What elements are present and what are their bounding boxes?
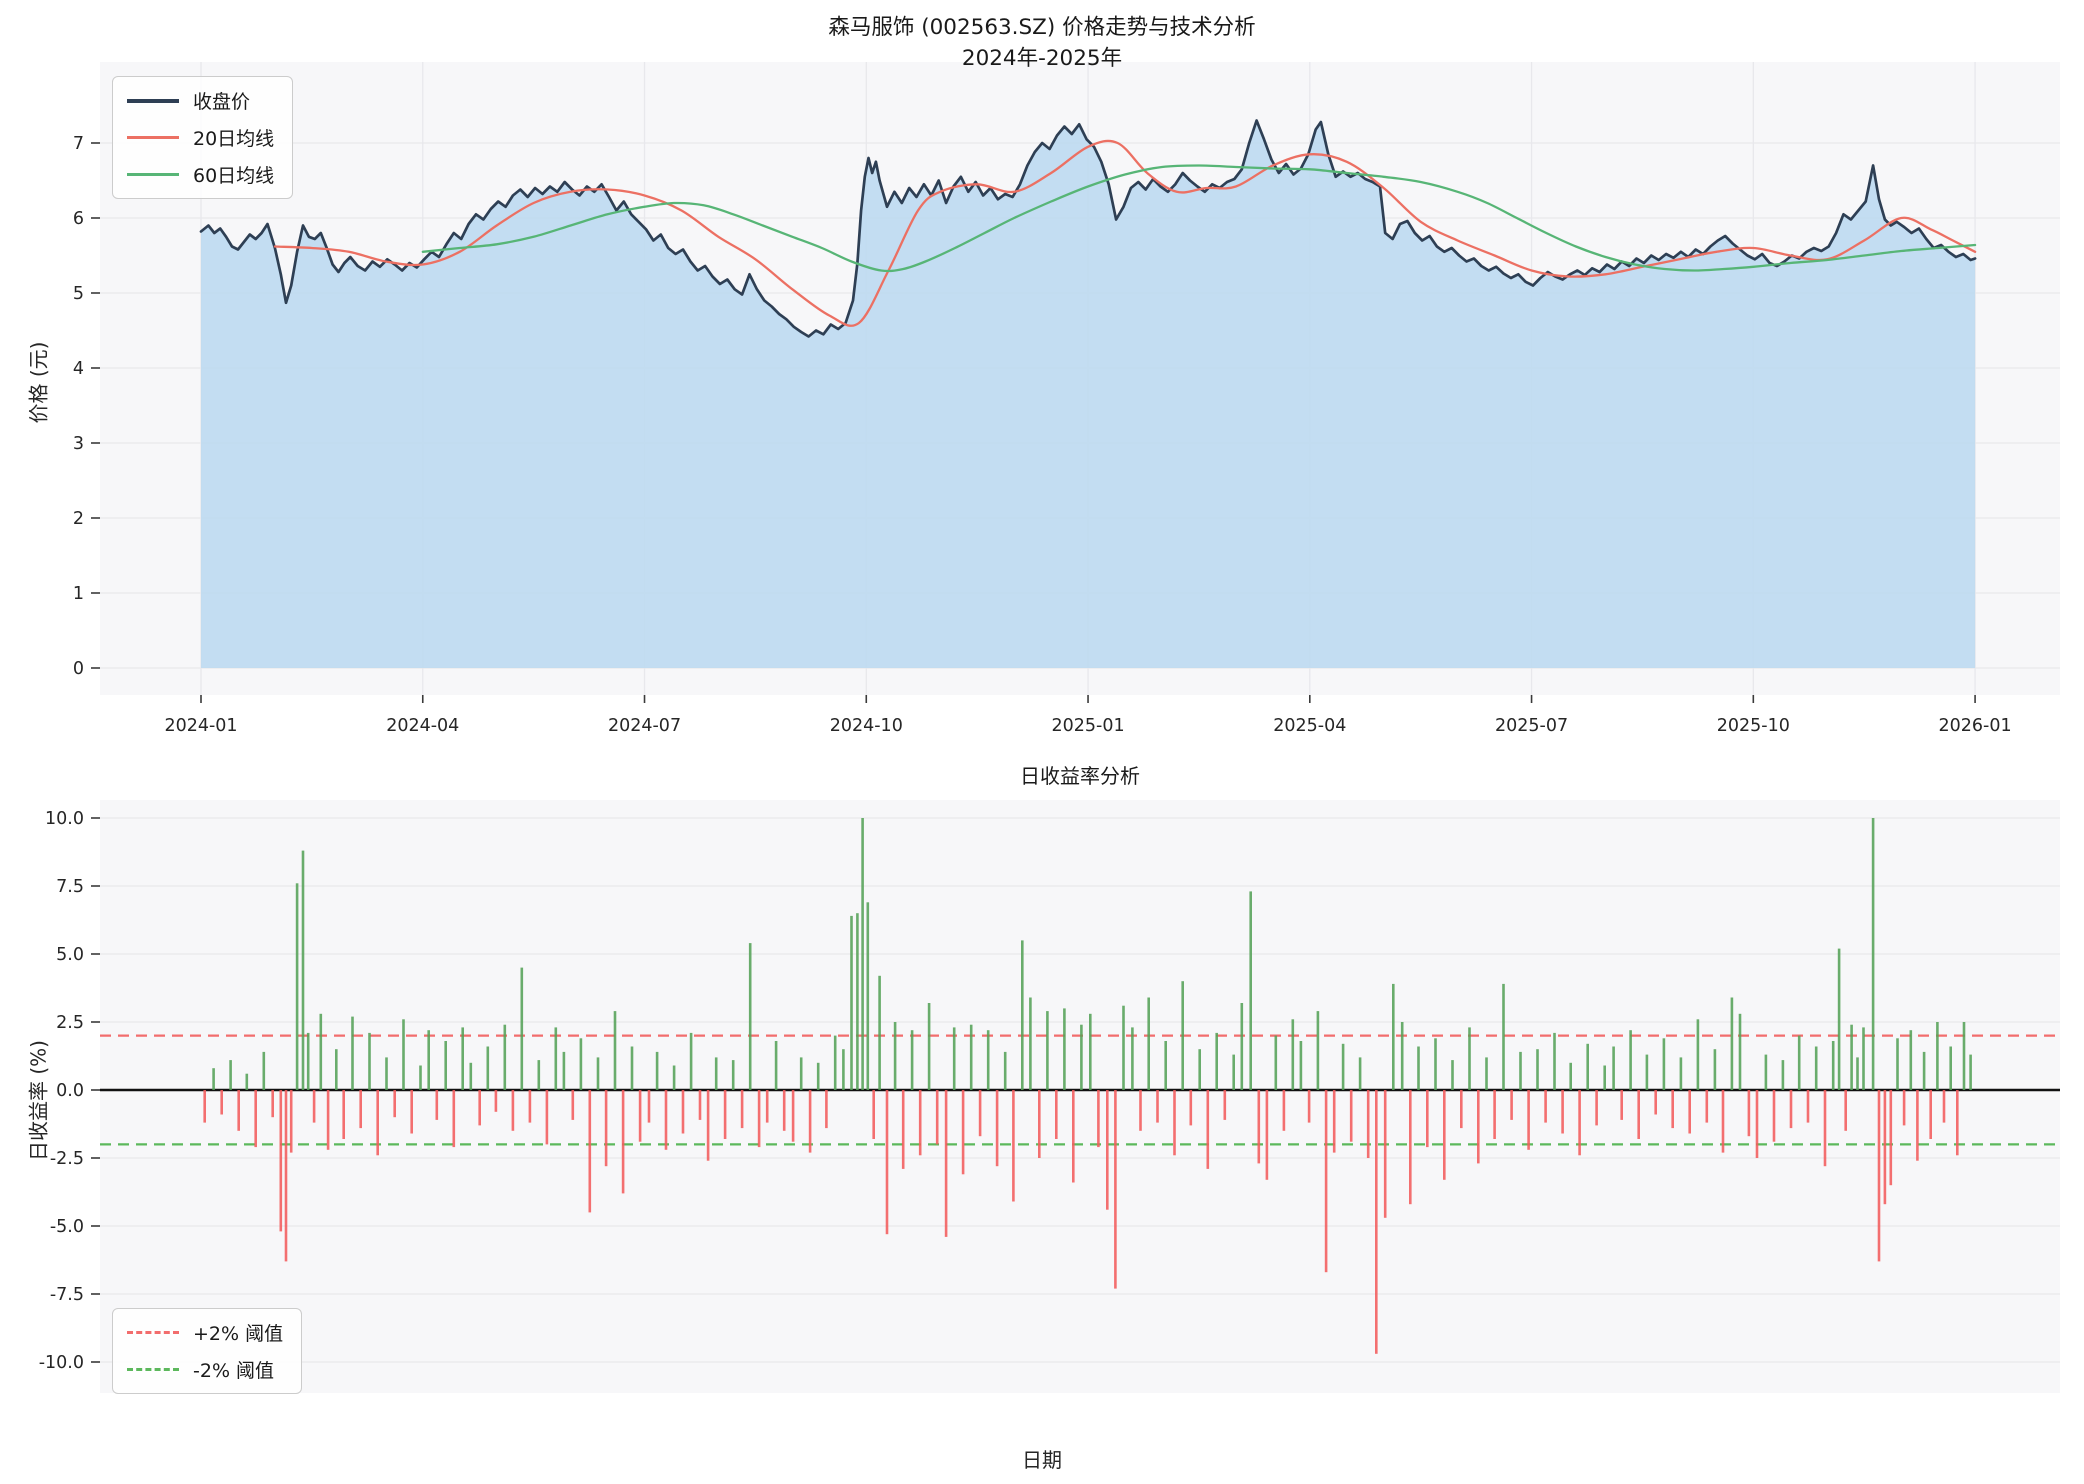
ma60-line: [421, 164, 1977, 273]
figure-title-line1: 森马服饰 (002563.SZ) 价格走势与技术分析: [828, 15, 1256, 40]
legend-label-upper-threshold: +2% 阈值: [193, 1323, 284, 1345]
svg-text:2.5: 2.5: [56, 1013, 84, 1033]
close-area: [201, 120, 1976, 668]
lower-threshold-swatch: [127, 1368, 179, 1371]
legend-item-close: 收盘价: [127, 87, 274, 114]
price-panel: [100, 62, 2060, 695]
figure-title-line2: 2024年-2025年: [961, 46, 1123, 72]
svg-text:7: 7: [73, 134, 84, 154]
legend-label-close: 收盘价: [193, 91, 251, 113]
svg-text:3: 3: [73, 434, 84, 454]
svg-text:2024-10: 2024-10: [830, 716, 903, 736]
close-line: [199, 119, 1977, 338]
returns-ylabel: 日收益率 (%): [26, 1040, 51, 1161]
svg-text:2024-07: 2024-07: [608, 716, 681, 736]
returns-legend: +2% 阈值 -2% 阈值: [112, 1308, 303, 1394]
svg-text:4: 4: [73, 359, 84, 379]
svg-text:10.0: 10.0: [45, 809, 84, 829]
ma20-line-swatch: [127, 136, 179, 139]
legend-item-ma60: 60日均线: [127, 161, 274, 188]
ma20-line: [273, 139, 1977, 327]
svg-text:-10.0: -10.0: [39, 1353, 84, 1373]
svg-text:2024-04: 2024-04: [386, 716, 459, 736]
svg-text:2025-04: 2025-04: [1273, 716, 1346, 736]
svg-text:-5.0: -5.0: [50, 1217, 84, 1237]
price-panel-ticks: 2024-01 2024-04 2024-07 2024-10 2025-01 2025-…: [73, 134, 2012, 736]
ma60-line-swatch: [127, 173, 179, 176]
returns-title: 日收益率分析: [1020, 764, 1140, 788]
svg-text:2025-01: 2025-01: [1051, 716, 1124, 736]
svg-text:1: 1: [73, 584, 84, 604]
returns-xlabel: 日期: [1022, 1448, 1062, 1472]
svg-text:0.0: 0.0: [56, 1081, 84, 1101]
svg-text:5: 5: [73, 284, 84, 304]
svg-text:2025-10: 2025-10: [1717, 716, 1790, 736]
svg-text:0: 0: [73, 659, 84, 679]
svg-text:2024-01: 2024-01: [164, 716, 237, 736]
legend-label-ma20: 20日均线: [193, 128, 275, 150]
legend-item-upper-threshold: +2% 阈值: [127, 1319, 283, 1346]
legend-label-ma60: 60日均线: [193, 165, 275, 187]
svg-text:6: 6: [73, 209, 84, 229]
svg-text:2026-01: 2026-01: [1939, 716, 2012, 736]
svg-text:7.5: 7.5: [56, 877, 84, 897]
price-ylabel: 价格 (元): [26, 341, 51, 424]
close-line-swatch: [127, 98, 179, 103]
svg-text:-7.5: -7.5: [50, 1285, 84, 1305]
svg-text:2: 2: [73, 509, 84, 529]
upper-threshold-swatch: [127, 1331, 179, 1334]
legend-item-lower-threshold: -2% 阈值: [127, 1356, 283, 1383]
price-legend: 收盘价 20日均线 60日均线: [112, 76, 294, 199]
svg-text:5.0: 5.0: [56, 945, 84, 965]
figure-title: 森马服饰 (002563.SZ) 价格走势与技术分析 2024年-2025年: [0, 12, 2084, 74]
legend-label-lower-threshold: -2% 阈值: [193, 1360, 275, 1382]
svg-text:2025-07: 2025-07: [1495, 716, 1568, 736]
return-bars: [203, 818, 1972, 1354]
svg-text:-2.5: -2.5: [50, 1149, 84, 1169]
returns-panel-ticks: 10.0 7.5 5.0 2.5 0.0 -2.5 -5.0 -7.5 -10.0: [39, 809, 100, 1373]
returns-panel: [100, 800, 2060, 1393]
legend-item-ma20: 20日均线: [127, 124, 274, 151]
